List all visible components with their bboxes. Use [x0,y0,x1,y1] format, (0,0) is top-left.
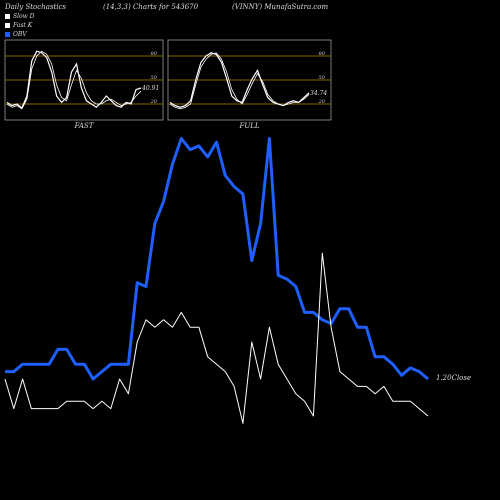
legend-label-obv: OBV [13,31,27,38]
full-y-tick: 80 [319,51,326,57]
legend-obv: OBV [5,31,27,38]
fast-panel-title: FAST [74,122,95,130]
fast-y-tick: 20 [150,99,158,105]
full-value-label: 34.74 [310,90,327,97]
header-site: (VINNY) MunafaSutra.com [232,3,329,11]
legend-swatch-fast-k [5,23,10,28]
obv-line [5,137,429,381]
full-series-line [169,52,310,110]
legend-swatch-slow-d [5,14,10,19]
fast-series-line [6,50,142,110]
close-label: 1.20Close [436,374,471,382]
price-line [4,252,429,424]
legend-swatch-obv [5,32,10,37]
full-y-tick: 50 [319,75,326,81]
header-title: Daily Stochastics [5,3,67,11]
fast-y-tick: 80 [151,51,158,57]
fast-series-line [6,50,142,109]
fast-y-tick: 50 [151,75,158,81]
header-params: (14,3,3) Charts for 543670 [103,3,199,11]
full-y-tick: 20 [318,99,326,105]
legend-label-slow-d: Slow D [13,13,35,20]
legend-slow-d: Slow D [5,13,35,20]
legend-fast-k: Fast K [5,22,32,29]
full-panel-title: FULL [238,122,259,130]
fast-value-label: 40.91 [141,85,159,92]
legend-label-fast-k: Fast K [13,22,33,29]
